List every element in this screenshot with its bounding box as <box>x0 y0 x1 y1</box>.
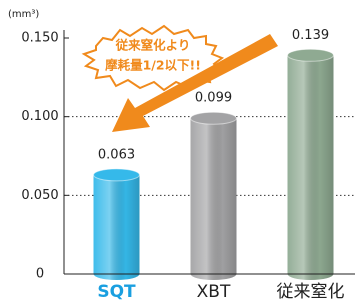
chart: (mm³) 従来窒化より 摩耗量1/2以下!! 0 0.050 0.100 0.150… <box>0 0 362 307</box>
annotation-text: 従来窒化より <box>115 38 191 53</box>
bar-shade <box>191 118 237 280</box>
annotation-text: 摩耗量1/2以下!! <box>105 58 201 73</box>
value-label: 0.063 <box>98 147 135 162</box>
bar-top <box>191 112 237 124</box>
y-tick-label: 0.050 <box>21 188 58 203</box>
y-tick-label: 0 <box>36 267 44 282</box>
x-tick-label: XBT <box>197 282 231 302</box>
bar-shade <box>288 55 334 280</box>
x-tick-label: SQT <box>97 282 136 302</box>
y-tick-label: 0.150 <box>21 31 58 46</box>
bar-top <box>288 49 334 61</box>
value-label: 0.099 <box>195 91 232 106</box>
value-label: 0.139 <box>292 28 329 43</box>
bar-top <box>94 169 140 181</box>
bar-shade <box>94 175 140 280</box>
y-unit: (mm³) <box>8 9 39 20</box>
y-tick-label: 0.100 <box>21 109 58 124</box>
x-tick-label: 従来窒化 <box>277 282 345 302</box>
